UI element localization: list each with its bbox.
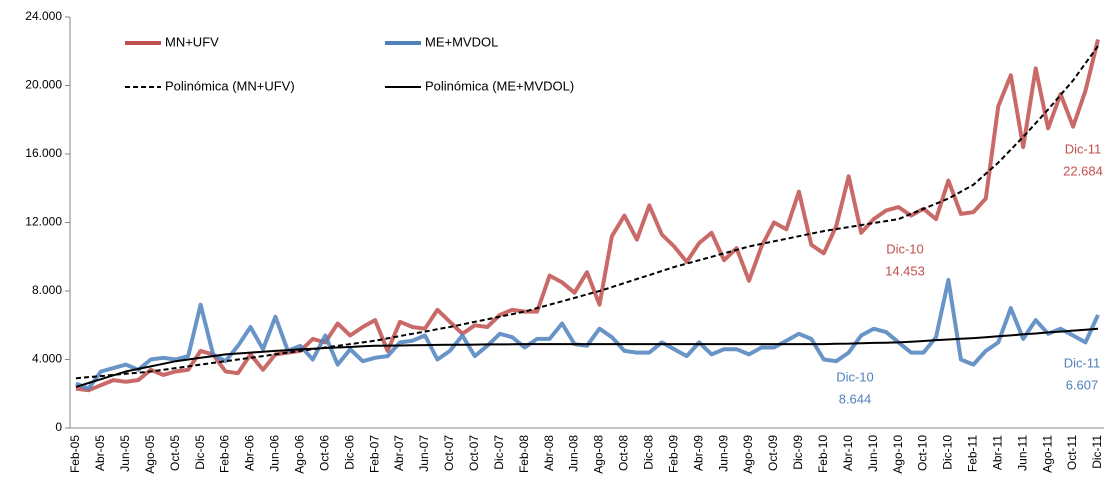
x-tick-label: Feb-08 (517, 435, 531, 473)
x-tick-label: Ago-05 (143, 435, 157, 474)
y-tick-label: 24.000 (25, 9, 62, 23)
x-tick-label: Ago-08 (592, 435, 606, 474)
x-tick-label: Feb-05 (68, 435, 82, 473)
x-tick-label: Jun-07 (417, 435, 431, 472)
x-tick-label: Abr-07 (392, 435, 406, 471)
x-tick-label: Abr-05 (93, 435, 107, 471)
x-tick-label: Feb-10 (816, 435, 830, 473)
x-tick-label: Ago-06 (293, 435, 307, 474)
x-tick-label: Dic-10 (941, 435, 955, 470)
x-tick-label: Abr-10 (841, 435, 855, 471)
annotation-label: Dic-10 (886, 241, 924, 256)
annotation-label: Dic-11 (1064, 355, 1101, 370)
x-tick-label: Dic-11 (1090, 435, 1104, 469)
y-tick-label: 8.000 (32, 283, 62, 297)
x-tick-label: Oct-08 (617, 435, 631, 471)
annotation-value: 6.607 (1066, 377, 1099, 392)
x-tick-label: Dic-07 (492, 435, 506, 470)
series-line (75, 327, 1099, 388)
x-tick-label: Dic-05 (193, 435, 207, 470)
x-tick-label: Oct-10 (916, 435, 930, 471)
x-tick-label: Feb-09 (666, 435, 680, 473)
x-tick-label: Jun-11 (1015, 435, 1029, 471)
x-tick-label: Oct-06 (317, 435, 331, 471)
x-tick-label: Oct-07 (467, 435, 481, 471)
series-line (75, 39, 1100, 393)
x-tick-label: Feb-06 (218, 435, 232, 473)
x-tick-label: Ago-11 (1040, 435, 1054, 473)
y-tick-label: 0 (55, 420, 62, 434)
x-tick-label: Dic-09 (791, 435, 805, 470)
y-tick-label: 20.000 (25, 78, 62, 92)
legend-label: MN+UFV (165, 34, 219, 49)
x-tick-label: Dic-08 (641, 435, 655, 470)
x-tick-label: Jun-08 (567, 435, 581, 472)
y-tick-label: 4.000 (32, 352, 62, 366)
legend-label: Polinómica (MN+UFV) (165, 78, 295, 93)
annotation-value: 22.684 (1063, 163, 1103, 178)
x-tick-label: Jun-10 (866, 435, 880, 472)
x-tick-label: Dic-06 (342, 435, 356, 470)
x-tick-label: Abr-08 (542, 435, 556, 471)
x-tick-label: Abr-09 (691, 435, 705, 471)
x-tick-label: Oct-09 (766, 435, 780, 471)
x-tick-label: Ago-10 (891, 435, 905, 474)
annotation-label: Dic-10 (836, 369, 874, 384)
x-tick-label: Oct-11 (1065, 435, 1079, 470)
x-tick-label: Oct-05 (168, 435, 182, 471)
series-line (75, 45, 1099, 380)
x-tick-label: Jun-05 (118, 435, 132, 472)
series-line (75, 278, 1100, 391)
x-tick-label: Jun-06 (268, 435, 282, 472)
annotation-value: 8.644 (839, 391, 872, 406)
x-tick-label: Feb-07 (367, 435, 381, 473)
y-tick-label: 12.000 (25, 215, 62, 229)
annotation-value: 14.453 (885, 263, 925, 278)
x-tick-label: Jun-09 (716, 435, 730, 472)
x-tick-label: Abr-06 (243, 435, 257, 471)
x-tick-label: Feb-11 (966, 435, 980, 472)
y-tick-label: 16.000 (25, 146, 62, 160)
legend-label: Polinómica (ME+MVDOL) (425, 78, 574, 93)
x-tick-label: Oct-07 (442, 435, 456, 471)
x-tick-label: Abr-11 (990, 435, 1004, 470)
legend-label: ME+MVDOL (425, 34, 498, 49)
annotation-label: Dic-11 (1065, 141, 1102, 156)
x-tick-label: Ago-09 (741, 435, 755, 474)
